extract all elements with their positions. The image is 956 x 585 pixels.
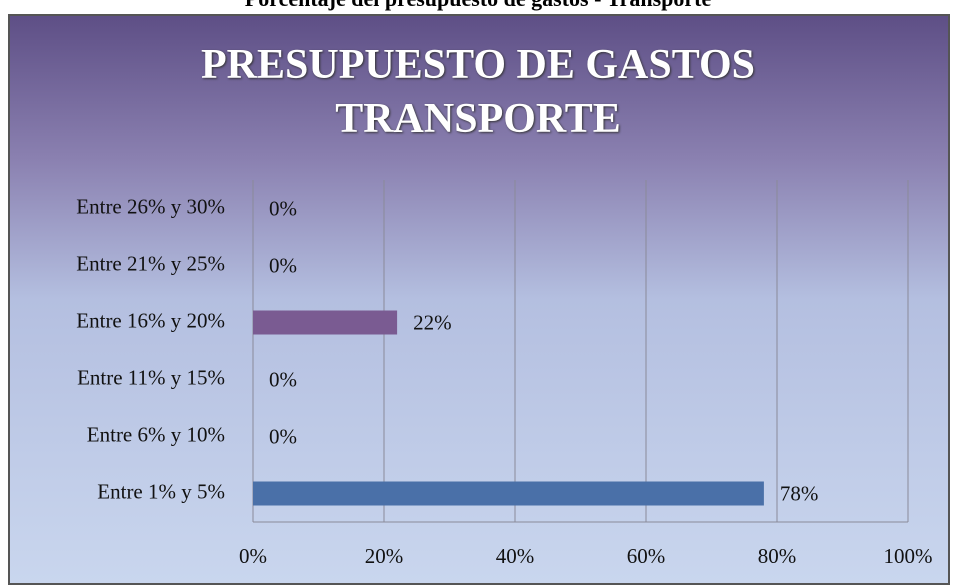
chart-title: PRESUPUESTO DE GASTOS TRANSPORTE [201, 42, 755, 142]
value-label: 78% [780, 481, 819, 505]
y-tick-label: Entre 6% y 10% [87, 422, 225, 446]
x-tick-label: 40% [496, 544, 535, 568]
y-tick-label: Entre 16% y 20% [76, 308, 225, 332]
value-label: 0% [269, 253, 297, 277]
bar [253, 481, 764, 506]
y-tick-label: Entre 26% y 30% [76, 194, 225, 218]
x-tick-label: 80% [758, 544, 797, 568]
value-label: 22% [413, 310, 452, 334]
x-tick-label: 60% [627, 544, 666, 568]
value-label: 0% [269, 367, 297, 391]
x-tick-label: 100% [884, 544, 933, 568]
value-label: 0% [269, 196, 297, 220]
x-tick-label: 20% [365, 544, 404, 568]
value-label: 0% [269, 424, 297, 448]
y-tick-label: Entre 21% y 25% [76, 251, 225, 275]
y-tick-label: Entre 1% y 5% [97, 479, 225, 503]
y-tick-label: Entre 11% y 15% [77, 365, 225, 389]
caption: Porcentaje del presupuesto de gastos - T… [0, 0, 956, 12]
x-tick-label: 0% [239, 544, 267, 568]
bar [253, 310, 398, 335]
